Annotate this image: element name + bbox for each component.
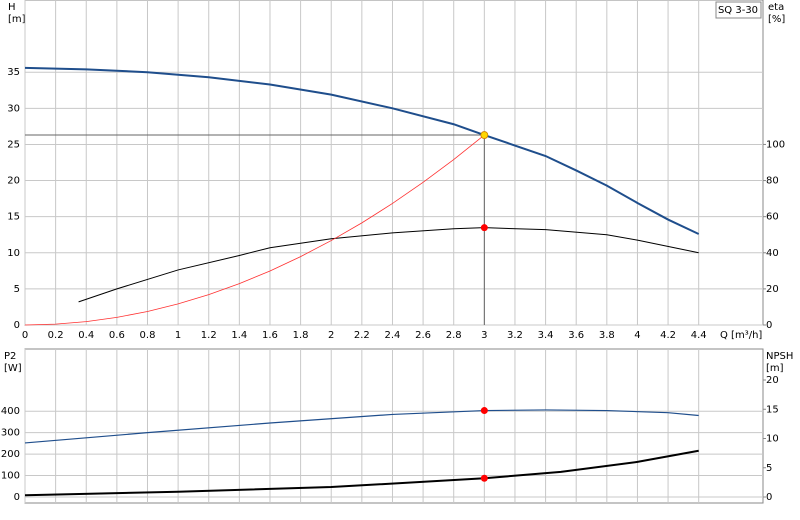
top-frame — [24, 0, 764, 326]
y-tick-label: 10 — [7, 248, 20, 259]
x-tick-label: 1 — [175, 330, 181, 341]
x-tick-label: 1.4 — [231, 330, 247, 341]
x-tick-label: 2.8 — [446, 330, 462, 341]
y2-tick-label: 100 — [766, 139, 785, 150]
y2-tick-label: 40 — [766, 248, 779, 259]
x-tick-label: 3.4 — [538, 330, 554, 341]
y-tick-label: 0 — [14, 320, 20, 331]
y2-axis-label: eta — [768, 2, 784, 13]
x-tick-label: 2 — [328, 330, 334, 341]
x-tick-label: 0.6 — [109, 330, 125, 341]
x-tick-label: 0.4 — [78, 330, 94, 341]
bottom-frame — [24, 348, 764, 504]
x-tick-label: 2.4 — [385, 330, 401, 341]
duty-point — [480, 131, 489, 139]
y-axis-label: H — [8, 2, 16, 13]
curve — [24, 134, 485, 326]
curve — [24, 66, 700, 235]
duty-point — [480, 224, 488, 232]
x-tick-label: 1.8 — [293, 330, 309, 341]
y-axis-unit: [W] — [4, 363, 22, 374]
x-tick-label: 4.4 — [691, 330, 707, 341]
x-axis-label: Q [m³/h] — [720, 330, 762, 341]
x-tick-label: 0 — [22, 330, 28, 341]
x-tick-label: 3 — [481, 330, 487, 341]
y2-axis-unit: [%] — [768, 14, 785, 25]
y2-tick-label: 0 — [766, 492, 772, 503]
model-box — [715, 1, 762, 19]
y-tick-label: 20 — [7, 176, 20, 187]
y2-tick-label: 0 — [766, 320, 772, 331]
y2-axis-label: NPSH — [766, 351, 793, 362]
y-tick-label: 15 — [7, 212, 20, 223]
y2-tick-label: 5 — [766, 463, 772, 474]
x-tick-label: 1.2 — [201, 330, 217, 341]
x-tick-label: 0.8 — [140, 330, 156, 341]
y-axis-label: P2 — [4, 351, 16, 362]
y2-axis-unit: [m] — [766, 363, 784, 374]
y-tick-label: 100 — [1, 471, 20, 482]
x-tick-label: 3.2 — [507, 330, 523, 341]
y-tick-label: 400 — [1, 406, 20, 417]
x-tick-label: 3.8 — [599, 330, 615, 341]
curve — [78, 227, 699, 303]
y2-tick-label: 20 — [766, 375, 779, 386]
y-tick-label: 300 — [1, 428, 20, 439]
x-tick-label: 3.6 — [568, 330, 584, 341]
y-tick-label: 200 — [1, 449, 20, 460]
y2-tick-label: 20 — [766, 284, 779, 295]
x-tick-label: 0.2 — [48, 330, 64, 341]
y-tick-label: 25 — [7, 139, 20, 150]
x-tick-label: 4.2 — [660, 330, 676, 341]
y-tick-label: 0 — [14, 492, 20, 503]
duty-point — [480, 407, 488, 415]
y2-tick-label: 10 — [766, 434, 779, 445]
y-axis-unit: [m] — [8, 14, 26, 25]
duty-point — [480, 474, 488, 482]
y2-tick-label: 80 — [766, 176, 779, 187]
x-tick-label: 1.6 — [262, 330, 278, 341]
y-tick-label: 30 — [7, 103, 20, 114]
y-tick-label: 5 — [14, 284, 20, 295]
y-tick-label: 35 — [7, 67, 20, 78]
model-label: SQ 3-30 — [718, 5, 758, 16]
x-tick-label: 2.2 — [354, 330, 370, 341]
y2-tick-label: 15 — [766, 404, 779, 415]
x-tick-label: 4 — [634, 330, 640, 341]
y2-tick-label: 60 — [766, 212, 779, 223]
x-tick-label: 2.6 — [415, 330, 431, 341]
